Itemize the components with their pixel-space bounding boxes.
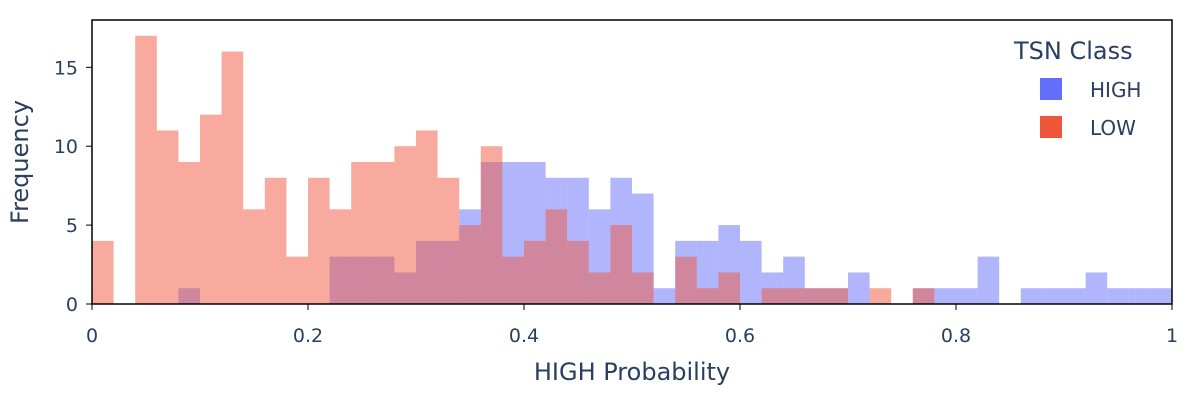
legend: TSN Class HIGH LOW <box>1013 37 1141 140</box>
bar-low-8[interactable] <box>264 177 287 304</box>
bars-low <box>92 35 935 305</box>
bar-low-27[interactable] <box>675 256 697 304</box>
legend-title: TSN Class <box>1013 37 1133 65</box>
bar-low-29[interactable] <box>718 272 740 304</box>
bar-low-38[interactable] <box>912 288 935 304</box>
bar-low-19[interactable] <box>502 256 524 304</box>
x-tick-label: 0 <box>86 325 98 347</box>
bar-high-47[interactable] <box>1107 288 1129 304</box>
bar-high-48[interactable] <box>1128 288 1151 304</box>
y-tick-label: 0 <box>66 294 78 316</box>
bar-low-33[interactable] <box>804 288 827 304</box>
y-axis-title: Frequency <box>6 100 34 224</box>
bar-low-28[interactable] <box>696 288 719 304</box>
bar-high-39[interactable] <box>934 288 956 304</box>
bar-low-25[interactable] <box>632 272 654 304</box>
bar-high-30[interactable] <box>740 240 762 304</box>
bar-high-41[interactable] <box>977 256 1000 304</box>
bar-low-23[interactable] <box>588 272 611 304</box>
y-tick-label: 5 <box>66 215 78 237</box>
bar-low-31[interactable] <box>761 288 784 304</box>
bar-high-26[interactable] <box>653 288 676 304</box>
x-tick-label: 0.2 <box>293 325 323 347</box>
bar-low-4[interactable] <box>178 162 200 304</box>
bar-low-17[interactable] <box>459 225 481 304</box>
legend-label-low[interactable]: LOW <box>1090 116 1136 140</box>
bar-low-0[interactable] <box>92 240 114 304</box>
bar-low-21[interactable] <box>545 209 568 304</box>
legend-swatch-low[interactable] <box>1040 116 1062 138</box>
y-axis-ticks: 0 5 10 15 <box>54 57 92 316</box>
bar-low-32[interactable] <box>783 288 805 304</box>
bar-low-36[interactable] <box>869 288 892 304</box>
y-tick-label: 15 <box>54 57 78 79</box>
bar-low-14[interactable] <box>394 146 416 304</box>
bar-low-18[interactable] <box>480 146 503 304</box>
bar-low-24[interactable] <box>610 225 632 304</box>
bar-low-12[interactable] <box>351 162 373 304</box>
x-tick-label: 0.6 <box>725 325 755 347</box>
bar-low-10[interactable] <box>308 177 330 304</box>
bar-high-49[interactable] <box>1150 288 1172 304</box>
bar-high-44[interactable] <box>1042 288 1064 304</box>
x-axis-ticks: 0 0.2 0.4 0.6 0.8 1 <box>86 304 1178 347</box>
y-tick-label: 10 <box>54 136 78 158</box>
bar-low-11[interactable] <box>329 209 352 304</box>
legend-swatch-high[interactable] <box>1040 78 1062 100</box>
bar-low-3[interactable] <box>156 130 179 304</box>
x-tick-label: 0.4 <box>509 325 539 347</box>
x-tick-label: 1 <box>1166 325 1178 347</box>
bar-low-7[interactable] <box>243 209 265 304</box>
bar-high-45[interactable] <box>1064 288 1086 304</box>
plot-frame <box>91 19 1173 305</box>
x-axis-title: HIGH Probability <box>534 358 730 386</box>
bar-high-43[interactable] <box>1020 288 1043 304</box>
bar-low-15[interactable] <box>416 130 438 304</box>
bar-low-34[interactable] <box>826 288 848 304</box>
bar-low-2[interactable] <box>135 35 157 305</box>
bar-low-9[interactable] <box>286 256 308 304</box>
x-tick-label: 0.8 <box>941 325 971 347</box>
bar-low-6[interactable] <box>221 51 244 304</box>
bar-low-20[interactable] <box>524 240 546 304</box>
bar-high-46[interactable] <box>1085 272 1108 304</box>
legend-label-high[interactable]: HIGH <box>1090 78 1141 102</box>
bar-low-5[interactable] <box>200 114 222 305</box>
bar-high-40[interactable] <box>956 288 978 304</box>
bar-high-35[interactable] <box>848 272 870 304</box>
bar-low-16[interactable] <box>437 177 460 304</box>
bar-low-13[interactable] <box>372 162 395 304</box>
bar-low-22[interactable] <box>567 240 589 304</box>
